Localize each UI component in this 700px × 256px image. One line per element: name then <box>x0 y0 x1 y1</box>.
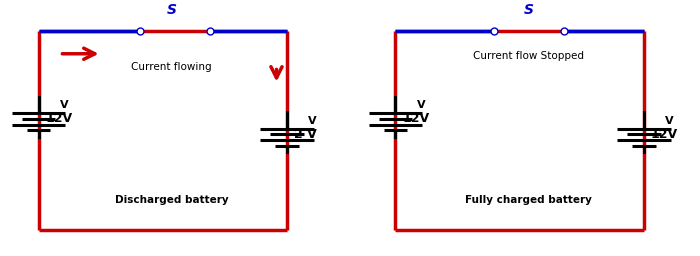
Text: S: S <box>167 3 176 17</box>
Text: 12V: 12V <box>651 128 678 141</box>
Text: V: V <box>416 100 425 111</box>
Text: V: V <box>308 116 316 126</box>
Text: 2 V: 2 V <box>294 128 316 141</box>
Text: 12V: 12V <box>46 112 73 125</box>
Text: V: V <box>60 100 68 111</box>
Text: Fully charged battery: Fully charged battery <box>465 195 592 205</box>
Text: S: S <box>524 3 533 17</box>
Text: V: V <box>665 116 673 126</box>
Text: Current flow Stopped: Current flow Stopped <box>473 51 584 61</box>
Text: Discharged battery: Discharged battery <box>115 195 228 205</box>
Text: 12V: 12V <box>402 112 430 125</box>
Text: Current flowing: Current flowing <box>131 61 212 72</box>
